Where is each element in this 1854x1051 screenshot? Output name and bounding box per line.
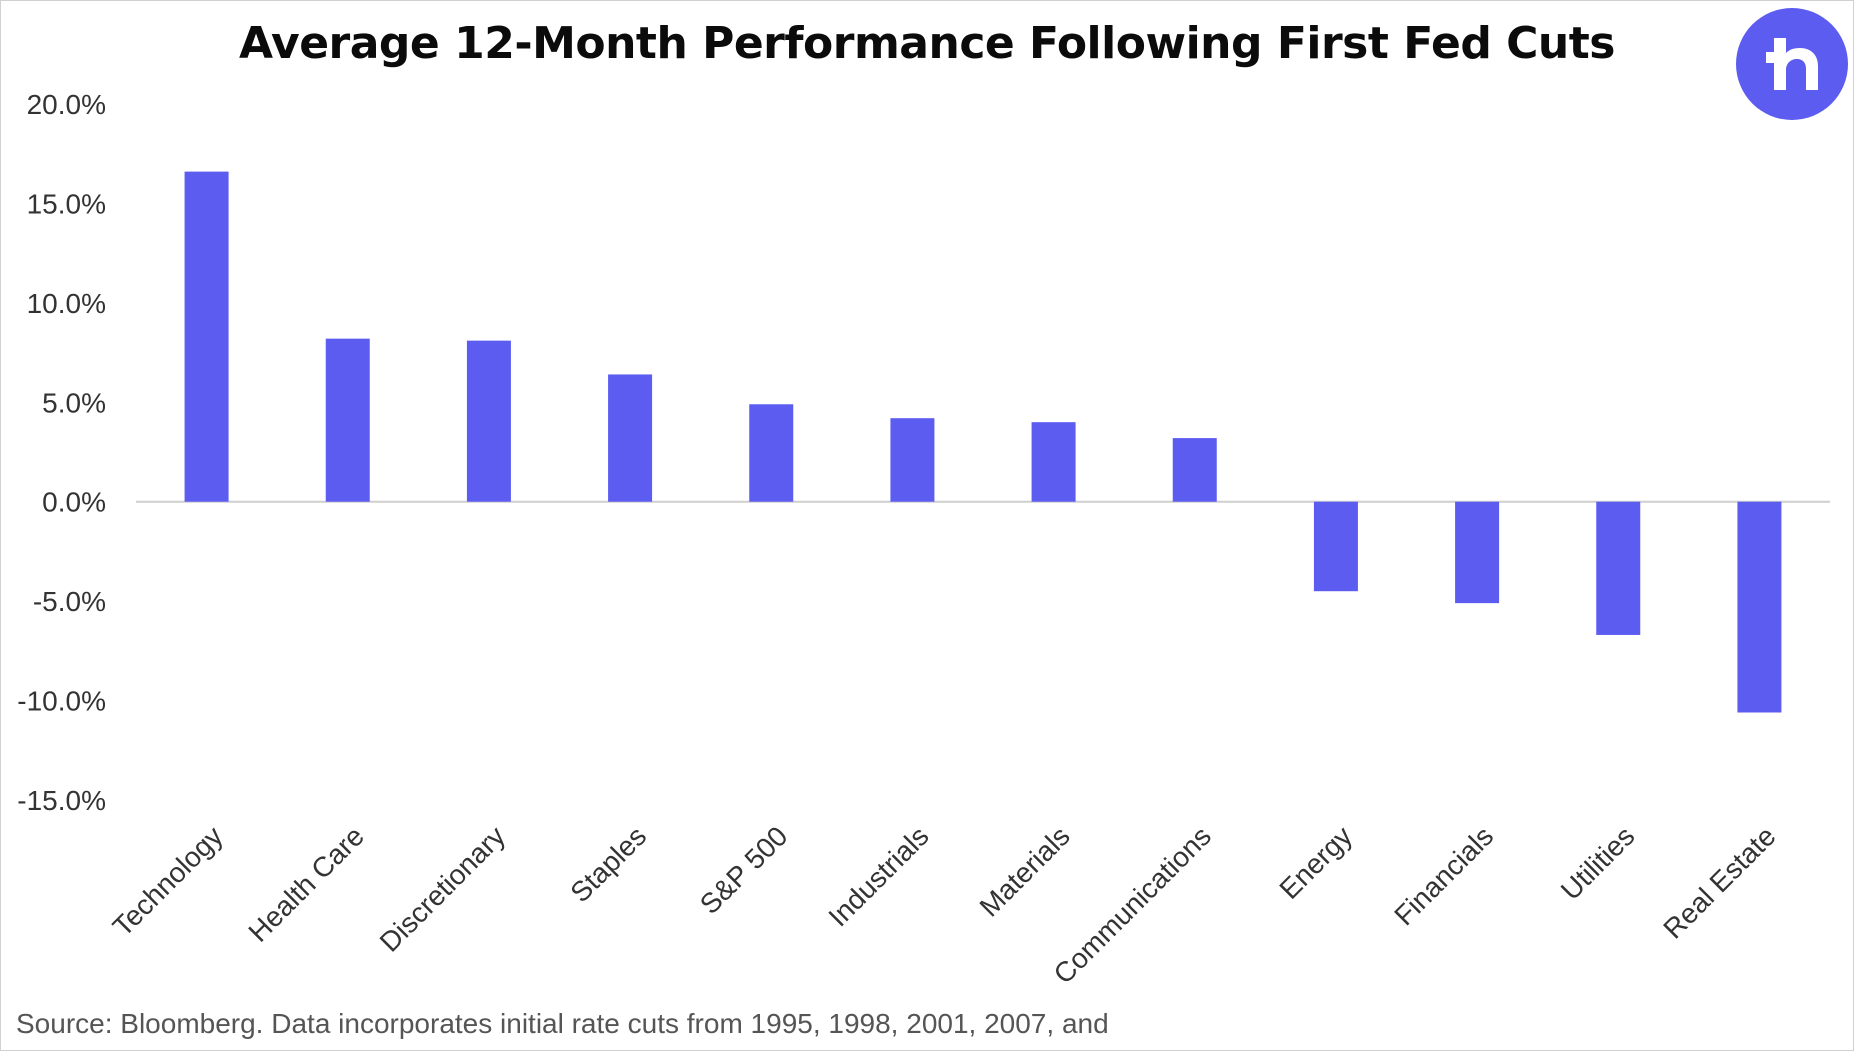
y-tick-label: -15.0% xyxy=(17,785,106,816)
y-tick-label: 15.0% xyxy=(27,188,106,219)
bar xyxy=(1313,501,1358,592)
x-tick-label: Real Estate xyxy=(1657,820,1781,944)
robinhood-logo-icon xyxy=(1736,8,1848,120)
bar xyxy=(749,404,794,502)
y-tick-label: 10.0% xyxy=(27,288,106,319)
x-tick-label: Health Care xyxy=(242,820,370,948)
bar xyxy=(1455,501,1500,604)
x-tick-label: Utilities xyxy=(1555,820,1641,906)
bar xyxy=(1596,501,1641,635)
bar xyxy=(184,171,229,502)
x-tick-label: Financials xyxy=(1388,820,1499,931)
y-tick-label: 0.0% xyxy=(42,487,106,518)
bar-chart: 20.0% 15.0% 10.0% 5.0% 0.0% -5.0% -10.0% -15.0%… xyxy=(17,89,1830,990)
y-tick-label: 20.0% xyxy=(27,89,106,120)
x-tick-label: Energy xyxy=(1274,820,1359,905)
x-tick-label: Communications xyxy=(1048,820,1217,989)
logo-glyph xyxy=(1766,38,1818,90)
chart-title: Average 12-Month Performance Following F… xyxy=(239,18,1615,69)
bar xyxy=(1172,438,1217,502)
y-tick-label: -10.0% xyxy=(17,686,106,717)
x-tick-label: Discretionary xyxy=(374,820,511,957)
x-tick-label: Staples xyxy=(564,820,652,908)
y-tick-label: -5.0% xyxy=(33,586,106,617)
bar xyxy=(1031,422,1076,502)
bar xyxy=(325,338,370,502)
source-note: Source: Bloomberg. Data incorporates ini… xyxy=(16,1008,1109,1039)
x-tick-label: Technology xyxy=(107,820,229,942)
bar xyxy=(1737,501,1782,713)
y-tick-label: 5.0% xyxy=(42,387,106,418)
bar xyxy=(608,374,653,502)
x-tick-label: Industrials xyxy=(822,820,934,932)
x-tick-label: S&P 500 xyxy=(694,820,794,920)
bar xyxy=(890,418,935,502)
x-tick-label: Materials xyxy=(974,820,1076,922)
bar xyxy=(466,340,511,502)
